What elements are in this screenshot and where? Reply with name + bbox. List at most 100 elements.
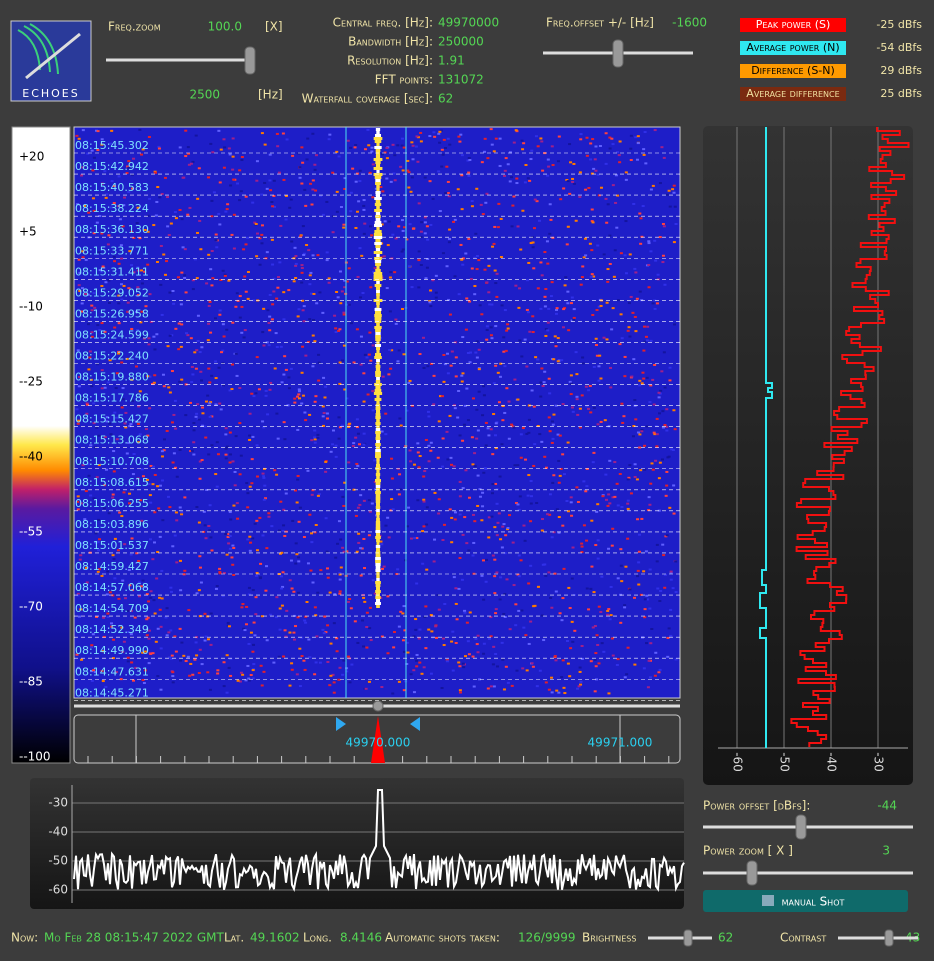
pixel xyxy=(394,322,398,325)
pixel xyxy=(433,135,437,138)
pixel xyxy=(460,154,464,157)
label: Freq.zoom xyxy=(108,20,161,34)
pixel xyxy=(480,574,484,577)
pixel xyxy=(484,467,488,470)
pixel xyxy=(334,327,338,330)
pixel xyxy=(358,180,362,183)
pixel xyxy=(81,464,85,467)
slider-knob[interactable] xyxy=(746,860,758,886)
pixel xyxy=(649,188,653,191)
pixel xyxy=(589,411,593,414)
pixel xyxy=(562,187,566,190)
pixel xyxy=(339,538,343,541)
pixel xyxy=(544,466,548,469)
pixel xyxy=(452,465,456,468)
slider-knob[interactable] xyxy=(884,929,894,947)
pixel xyxy=(647,242,651,245)
pixel xyxy=(527,642,531,645)
pixel xyxy=(168,334,172,337)
pixel xyxy=(440,687,444,690)
pixel xyxy=(652,431,656,434)
pixel xyxy=(465,297,469,300)
pixel xyxy=(301,394,305,397)
pixel xyxy=(536,585,540,588)
pixel xyxy=(595,510,599,513)
power-panel xyxy=(703,126,913,785)
slider-knob[interactable] xyxy=(372,700,384,712)
pixel xyxy=(372,270,376,273)
pixel xyxy=(313,436,317,439)
pixel xyxy=(192,422,196,425)
value: 2500 xyxy=(189,88,220,102)
signal xyxy=(375,335,381,338)
pixel xyxy=(160,597,164,600)
pixel xyxy=(98,538,102,541)
pixel xyxy=(427,628,431,631)
pixel xyxy=(147,483,151,486)
pixel xyxy=(233,484,237,487)
pixel xyxy=(152,224,156,227)
pixel xyxy=(600,642,604,645)
pixel xyxy=(222,166,226,169)
pixel xyxy=(184,291,188,294)
pixel xyxy=(160,450,164,453)
slider-knob[interactable] xyxy=(795,814,807,840)
pixel xyxy=(485,329,489,332)
pixel xyxy=(238,199,242,202)
pixel xyxy=(147,662,151,665)
pixel xyxy=(138,595,142,598)
pixel xyxy=(111,657,115,660)
pixel xyxy=(638,384,642,387)
pixel xyxy=(356,432,360,435)
pixel xyxy=(181,176,185,179)
pixel xyxy=(494,422,498,425)
pixel xyxy=(373,592,377,595)
pixel xyxy=(281,571,285,574)
pixel xyxy=(565,243,569,246)
pixel xyxy=(106,570,110,573)
pixel xyxy=(135,310,139,313)
pixel xyxy=(639,242,643,245)
pixel xyxy=(388,276,392,279)
pixel xyxy=(275,297,279,300)
pixel xyxy=(654,459,658,462)
pixel xyxy=(422,498,426,501)
pixel xyxy=(514,603,518,606)
pixel xyxy=(278,607,282,610)
slider-knob[interactable] xyxy=(612,39,624,68)
pixel xyxy=(479,203,483,206)
pixel xyxy=(413,537,417,540)
pixel xyxy=(341,546,345,549)
pixel xyxy=(77,284,81,287)
signal xyxy=(375,239,381,242)
pixel xyxy=(238,316,242,319)
manual-shot-button[interactable] xyxy=(703,890,908,912)
pixel xyxy=(610,328,614,331)
pixel xyxy=(443,363,447,366)
pixel xyxy=(669,571,673,574)
pixel xyxy=(335,190,339,193)
pixel xyxy=(152,541,156,544)
pixel xyxy=(611,184,615,187)
pixel xyxy=(313,400,317,403)
pixel xyxy=(536,287,540,290)
pixel xyxy=(287,289,291,292)
pixel xyxy=(194,641,198,644)
pixel xyxy=(159,244,163,247)
pixel xyxy=(253,221,257,224)
pixel xyxy=(580,542,584,545)
slider-knob[interactable] xyxy=(683,929,693,947)
pixel xyxy=(284,194,288,197)
pixel xyxy=(570,406,574,409)
pixel xyxy=(618,140,622,143)
slider-knob[interactable] xyxy=(244,46,256,75)
pixel xyxy=(476,474,480,477)
pixel xyxy=(409,537,413,540)
pixel xyxy=(232,574,236,577)
info-label: Central freq. [Hz]: xyxy=(333,16,433,30)
pixel xyxy=(492,645,496,648)
pixel xyxy=(225,445,229,448)
pixel xyxy=(584,490,588,493)
pixel xyxy=(287,376,291,379)
pixel xyxy=(569,382,573,385)
